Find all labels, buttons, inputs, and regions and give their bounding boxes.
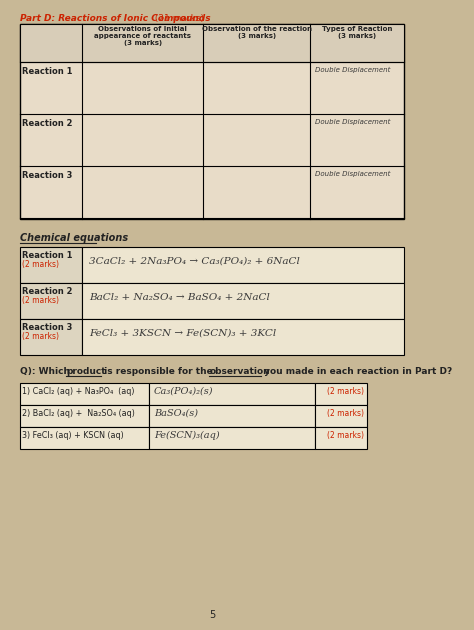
Text: 5: 5 bbox=[209, 610, 215, 620]
Text: Part D: Reactions of Ionic Compounds: Part D: Reactions of Ionic Compounds bbox=[19, 14, 210, 23]
Text: (2 marks): (2 marks) bbox=[327, 431, 364, 440]
Text: (2 marks): (2 marks) bbox=[22, 296, 59, 305]
Text: Types of Reaction
(3 marks): Types of Reaction (3 marks) bbox=[322, 26, 392, 39]
Text: (2 marks): (2 marks) bbox=[22, 260, 59, 269]
Text: Observation of the reaction
(3 marks): Observation of the reaction (3 marks) bbox=[201, 26, 311, 39]
Text: (2 marks): (2 marks) bbox=[22, 332, 59, 341]
Text: Q): Which: Q): Which bbox=[19, 367, 73, 376]
FancyBboxPatch shape bbox=[149, 405, 315, 427]
Text: Chemical equations: Chemical equations bbox=[19, 233, 128, 243]
Text: Reaction 2: Reaction 2 bbox=[22, 119, 73, 128]
FancyBboxPatch shape bbox=[315, 427, 366, 449]
Text: you made in each reaction in Part D?: you made in each reaction in Part D? bbox=[261, 367, 452, 376]
Text: 3) FeCl₃ (aq) + KSCN (aq): 3) FeCl₃ (aq) + KSCN (aq) bbox=[22, 431, 124, 440]
FancyBboxPatch shape bbox=[82, 319, 404, 355]
FancyBboxPatch shape bbox=[82, 247, 404, 283]
Text: BaSO₄(s): BaSO₄(s) bbox=[154, 409, 198, 418]
Text: Double Displacement: Double Displacement bbox=[315, 67, 390, 73]
Text: Fe(SCN)₃(aq): Fe(SCN)₃(aq) bbox=[154, 431, 219, 440]
FancyBboxPatch shape bbox=[19, 24, 404, 219]
Text: Double Displacement: Double Displacement bbox=[315, 171, 390, 177]
Text: (2 marks): (2 marks) bbox=[327, 387, 364, 396]
Text: observation: observation bbox=[209, 367, 270, 376]
Text: Reaction 1: Reaction 1 bbox=[22, 251, 73, 260]
FancyBboxPatch shape bbox=[19, 247, 82, 283]
FancyBboxPatch shape bbox=[315, 405, 366, 427]
FancyBboxPatch shape bbox=[19, 427, 149, 449]
FancyBboxPatch shape bbox=[19, 283, 82, 319]
Text: 2) BaCl₂ (aq) +  Na₂SO₄ (aq): 2) BaCl₂ (aq) + Na₂SO₄ (aq) bbox=[22, 409, 135, 418]
FancyBboxPatch shape bbox=[19, 383, 149, 405]
FancyBboxPatch shape bbox=[149, 427, 315, 449]
Text: Reaction 3: Reaction 3 bbox=[22, 171, 73, 180]
Text: is responsible for the: is responsible for the bbox=[101, 367, 216, 376]
Text: Ca₃(PO₄)₂(s): Ca₃(PO₄)₂(s) bbox=[154, 387, 213, 396]
Text: FeCl₃ + 3KSCN → Fe(SCN)₃ + 3KCl: FeCl₃ + 3KSCN → Fe(SCN)₃ + 3KCl bbox=[90, 329, 277, 338]
Text: 1) CaCl₂ (aq) + Na₃PO₄  (aq): 1) CaCl₂ (aq) + Na₃PO₄ (aq) bbox=[22, 387, 135, 396]
Text: (21 marks): (21 marks) bbox=[152, 14, 204, 23]
FancyBboxPatch shape bbox=[82, 283, 404, 319]
FancyBboxPatch shape bbox=[19, 24, 404, 62]
Text: 3CaCl₂ + 2Na₃PO₄ → Ca₃(PO₄)₂ + 6NaCl: 3CaCl₂ + 2Na₃PO₄ → Ca₃(PO₄)₂ + 6NaCl bbox=[90, 257, 301, 266]
FancyBboxPatch shape bbox=[315, 383, 366, 405]
Text: Reaction 1: Reaction 1 bbox=[22, 67, 73, 76]
FancyBboxPatch shape bbox=[149, 383, 315, 405]
FancyBboxPatch shape bbox=[19, 405, 149, 427]
Text: Observations of Initial
appearance of reactants
(3 marks): Observations of Initial appearance of re… bbox=[94, 26, 191, 46]
Text: (2 marks): (2 marks) bbox=[327, 409, 364, 418]
FancyBboxPatch shape bbox=[19, 319, 82, 355]
Text: product: product bbox=[66, 367, 106, 376]
Text: Reaction 3: Reaction 3 bbox=[22, 323, 73, 332]
Text: Double Displacement: Double Displacement bbox=[315, 119, 390, 125]
Text: BaCl₂ + Na₂SO₄ → BaSO₄ + 2NaCl: BaCl₂ + Na₂SO₄ → BaSO₄ + 2NaCl bbox=[90, 293, 270, 302]
Text: Reaction 2: Reaction 2 bbox=[22, 287, 73, 296]
